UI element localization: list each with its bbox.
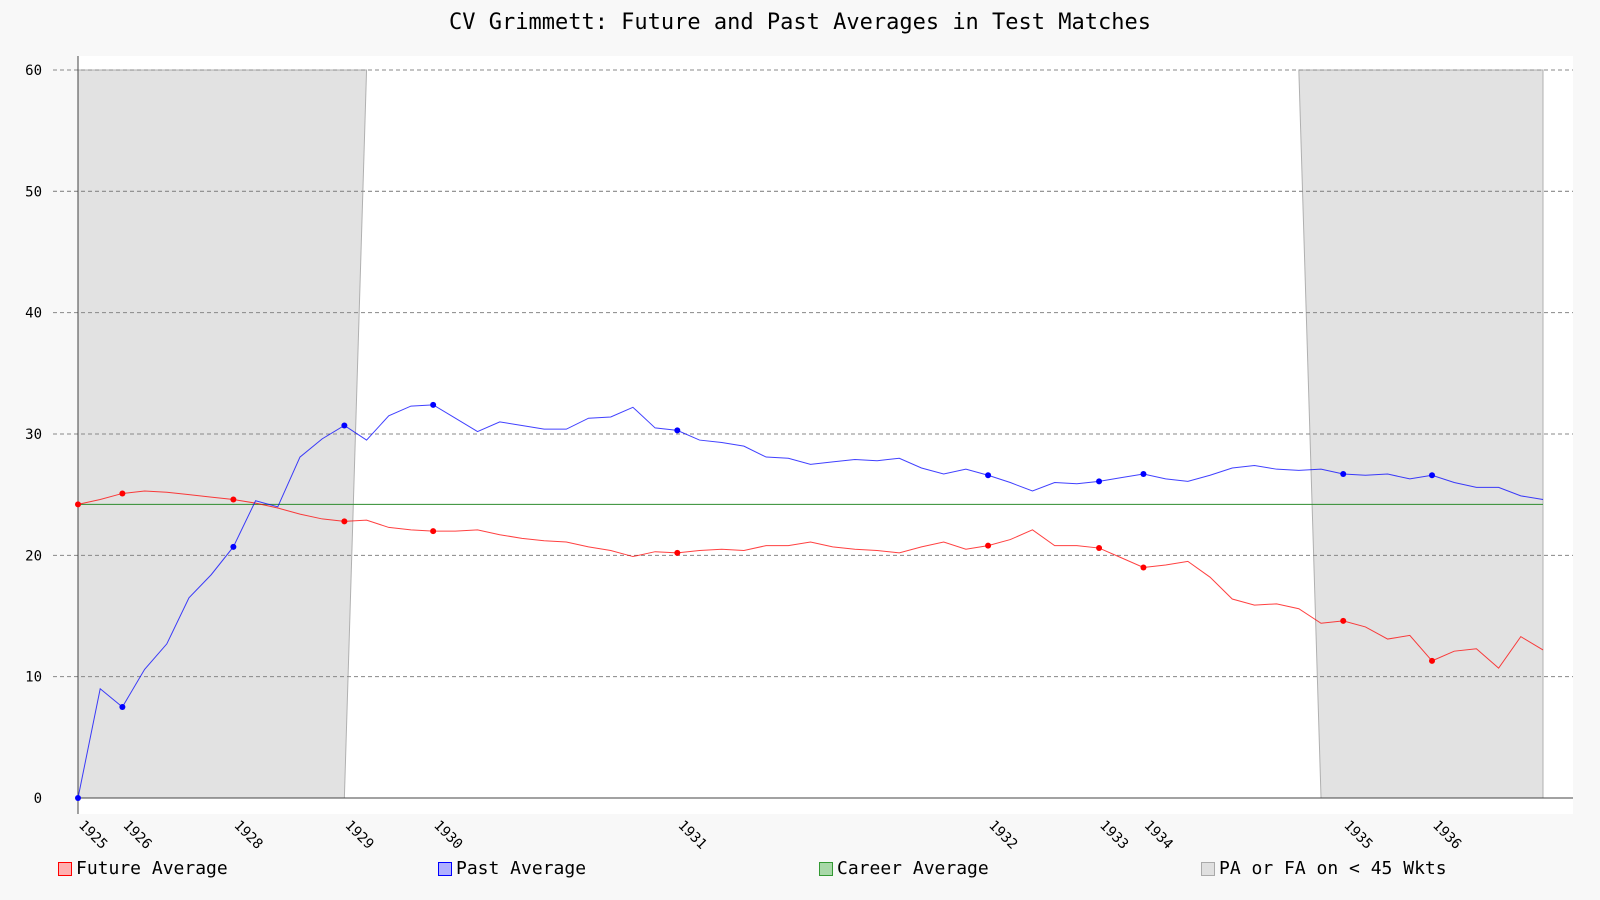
data-point-future-average-16 bbox=[430, 528, 437, 535]
legend-item-future-average: Future Average bbox=[58, 858, 228, 879]
series-line-past-average bbox=[77, 404, 1544, 799]
data-point-future-average-57 bbox=[1340, 617, 1347, 624]
data-point-past-average-12 bbox=[341, 422, 348, 429]
data-point-future-average-12 bbox=[341, 518, 348, 525]
chart-title: CV Grimmett: Future and Past Averages in… bbox=[449, 10, 1151, 35]
x-tick-label-1936: 1936 bbox=[1429, 818, 1464, 853]
legend-swatch-past bbox=[438, 861, 452, 876]
data-point-future-average-61 bbox=[1429, 657, 1436, 664]
y-tick-label-50: 50 bbox=[25, 184, 42, 200]
data-point-past-average-41 bbox=[985, 472, 992, 479]
x-tick-label-1925: 1925 bbox=[75, 818, 110, 853]
data-point-future-average-46 bbox=[1096, 545, 1103, 552]
y-tick-label-60: 60 bbox=[25, 63, 42, 79]
legend-swatch-future bbox=[58, 861, 72, 876]
data-point-future-average-7 bbox=[230, 496, 237, 503]
data-point-past-average-7 bbox=[230, 543, 237, 550]
x-tick-label-1930: 1930 bbox=[430, 818, 465, 853]
x-tick-label-1928: 1928 bbox=[231, 818, 266, 853]
legend-label-career: Career Average bbox=[837, 858, 989, 879]
x-tick-label-1933: 1933 bbox=[1096, 818, 1131, 853]
data-point-future-average-41 bbox=[985, 542, 992, 549]
x-tick-label-1932: 1932 bbox=[985, 818, 1020, 853]
legend-swatch-career bbox=[819, 861, 833, 876]
y-tick-label-30: 30 bbox=[25, 427, 42, 443]
y-tick-label-40: 40 bbox=[25, 306, 42, 322]
x-tick-label-1926: 1926 bbox=[120, 818, 155, 853]
y-tick-label-10: 10 bbox=[25, 670, 42, 686]
y-tick-label-0: 0 bbox=[34, 791, 42, 807]
legend-label-threshold: PA or FA on < 45 Wkts bbox=[1219, 858, 1447, 879]
data-point-past-average-48 bbox=[1140, 471, 1147, 478]
data-point-future-average-27 bbox=[674, 549, 681, 556]
data-point-future-average-48 bbox=[1140, 564, 1147, 571]
legend-item-career-average: Career Average bbox=[819, 858, 989, 879]
x-tick-label-1934: 1934 bbox=[1141, 818, 1176, 853]
legend-label-future: Future Average bbox=[76, 858, 228, 879]
data-point-past-average-0 bbox=[75, 795, 81, 801]
legend-item-threshold-region: PA or FA on < 45 Wkts bbox=[1201, 858, 1447, 879]
data-point-past-average-2 bbox=[119, 704, 126, 710]
legend: Future Average Past Average Career Avera… bbox=[0, 858, 1600, 888]
legend-swatch-threshold bbox=[1201, 861, 1215, 876]
data-point-past-average-61 bbox=[1429, 472, 1436, 479]
x-tick-label-1929: 1929 bbox=[342, 818, 377, 853]
y-tick-label-20: 20 bbox=[25, 548, 42, 564]
data-point-future-average-2 bbox=[119, 490, 126, 497]
data-point-past-average-46 bbox=[1096, 478, 1103, 485]
series-line-future-average bbox=[77, 490, 1544, 669]
x-tick-label-1935: 1935 bbox=[1340, 818, 1375, 853]
legend-label-past: Past Average bbox=[456, 858, 587, 879]
data-point-future-average-0 bbox=[75, 501, 81, 508]
data-point-past-average-27 bbox=[674, 427, 681, 434]
data-point-past-average-16 bbox=[430, 401, 437, 408]
x-tick-label-1931: 1931 bbox=[674, 818, 709, 853]
legend-item-past-average: Past Average bbox=[438, 858, 586, 879]
data-point-past-average-57 bbox=[1340, 471, 1347, 478]
